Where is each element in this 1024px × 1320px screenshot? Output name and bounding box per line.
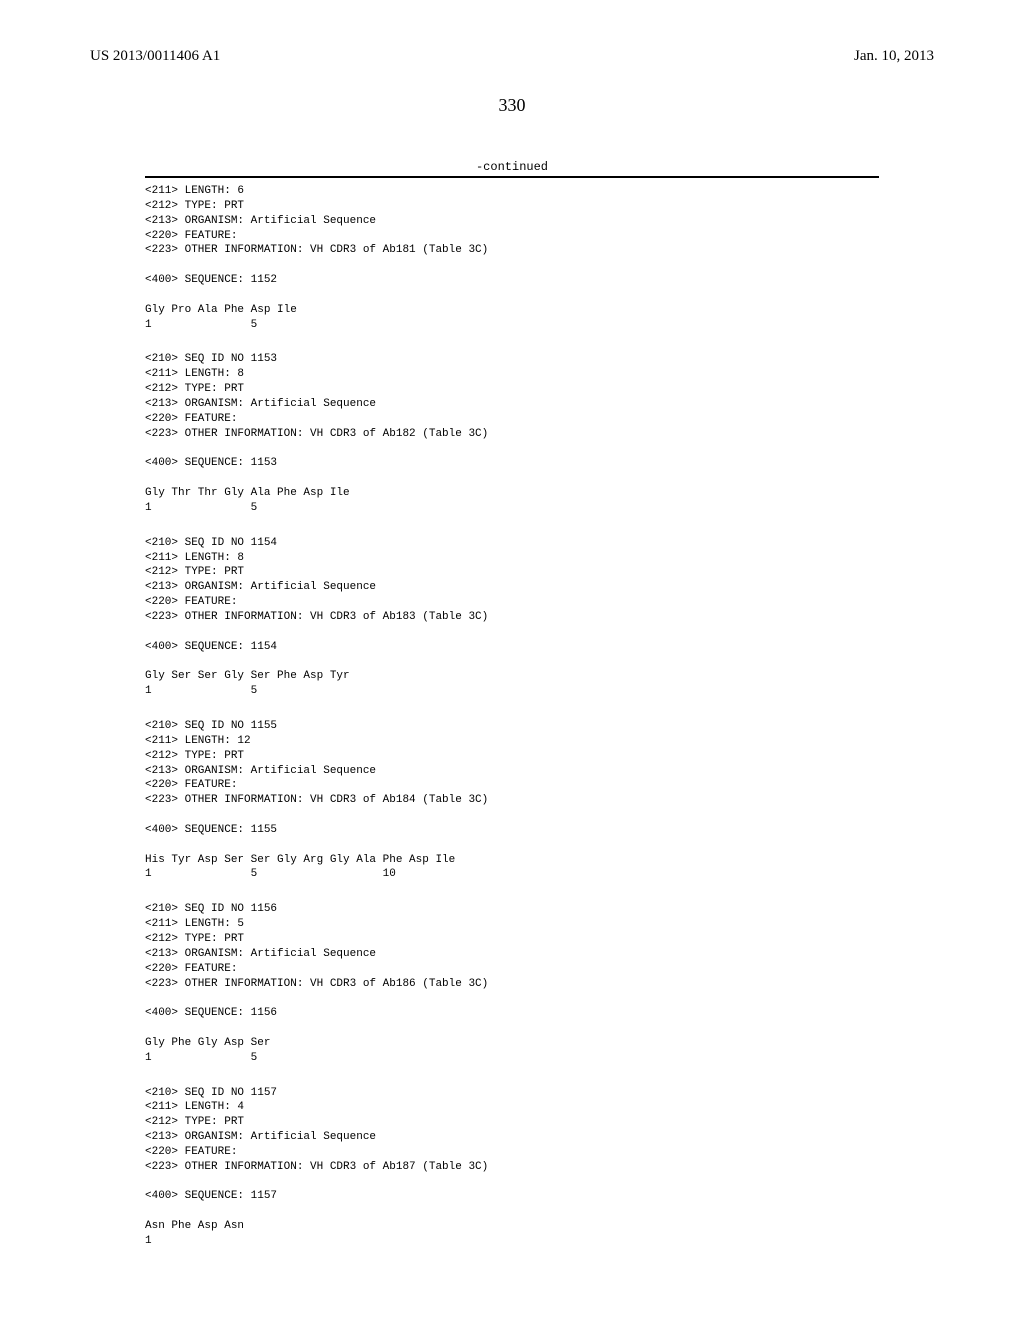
sequence-entry: <210> SEQ ID NO 1156 <211> LENGTH: 5 <21… [145,902,879,1065]
sequence-entry: <210> SEQ ID NO 1154 <211> LENGTH: 8 <21… [145,536,879,699]
sequence-entry: <210> SEQ ID NO 1157 <211> LENGTH: 4 <21… [145,1086,879,1249]
divider-line [145,176,879,178]
sequence-listing: <211> LENGTH: 6 <212> TYPE: PRT <213> OR… [145,184,879,1249]
sequence-entry: <210> SEQ ID NO 1155 <211> LENGTH: 12 <2… [145,719,879,882]
publication-date: Jan. 10, 2013 [854,48,934,65]
sequence-entry: <210> SEQ ID NO 1153 <211> LENGTH: 8 <21… [145,352,879,515]
page-number: 330 [0,95,1024,116]
publication-number: US 2013/0011406 A1 [90,48,220,65]
sequence-entry: <211> LENGTH: 6 <212> TYPE: PRT <213> OR… [145,184,879,332]
content-area: -continued <211> LENGTH: 6 <212> TYPE: P… [145,160,879,1269]
continued-label: -continued [145,160,879,174]
